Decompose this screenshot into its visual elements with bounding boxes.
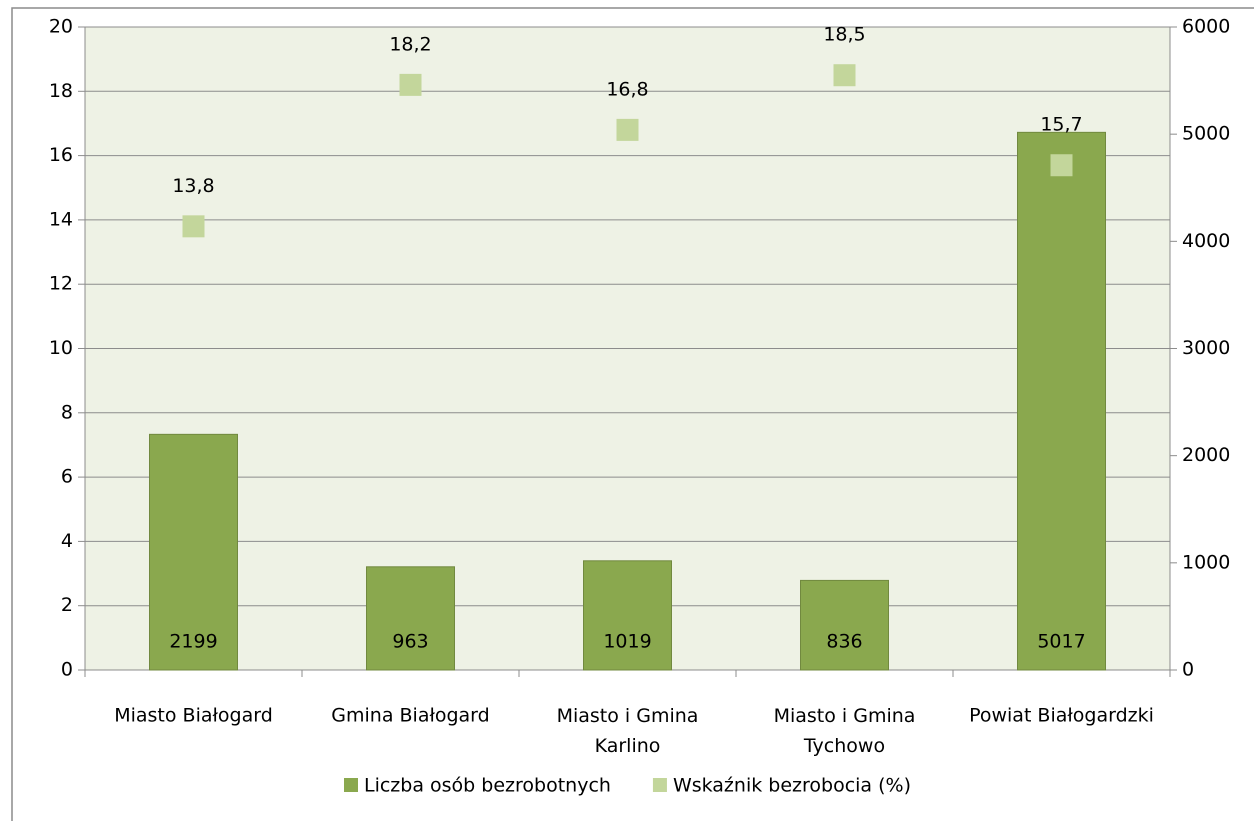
legend-swatch (652, 778, 667, 792)
x-tick-label: Miasto Białogard (114, 705, 273, 727)
marker-label: 15,7 (1040, 114, 1082, 136)
bar-label: 836 (826, 631, 862, 653)
marker (833, 64, 856, 87)
bar (366, 566, 455, 671)
y-tick-label: 6 (61, 466, 73, 488)
y-tick-label: 2 (61, 594, 73, 616)
x-tick-label: Miasto i Gmina Karlino (557, 705, 699, 757)
bar-label: 2199 (169, 631, 217, 653)
marker (399, 73, 422, 96)
y-tick-label: 14 (49, 208, 73, 230)
bar (1017, 131, 1106, 671)
y2-tick-label: 0 (1182, 659, 1194, 681)
y2-tick-label: 1000 (1182, 551, 1230, 573)
marker-label: 18,2 (389, 33, 431, 55)
y-tick-label: 16 (49, 144, 73, 166)
marker-label: 16,8 (606, 78, 648, 100)
y-tick-label: 12 (49, 273, 73, 295)
x-tick-label: Miasto i Gmina Tychowo (774, 705, 916, 757)
bar (583, 560, 672, 671)
legend: Liczba osób bezrobotnych Wskaźnik bezrobo… (344, 775, 911, 797)
x-tick-label: Powiat Białogardzki (969, 705, 1154, 727)
y-tick-label: 18 (49, 80, 73, 102)
marker (1050, 154, 1073, 177)
legend-label: Wskaźnik bezrobocia (%) (673, 775, 911, 797)
y-tick-label: 0 (61, 659, 73, 681)
bar (800, 579, 889, 671)
bar-label: 963 (392, 631, 428, 653)
bar (149, 433, 238, 671)
y-tick-label: 8 (61, 401, 73, 423)
marker (182, 215, 205, 238)
x-tick-label: Gmina Białogard (331, 705, 489, 727)
bar-label: 1019 (603, 631, 651, 653)
y2-tick-label: 6000 (1182, 16, 1230, 38)
bar-label: 5017 (1037, 631, 1085, 653)
legend-swatch (344, 778, 358, 792)
y2-tick-label: 5000 (1182, 123, 1230, 145)
marker (616, 118, 639, 141)
y-tick-label: 20 (49, 16, 73, 38)
legend-label: Liczba osób bezrobotnych (364, 775, 611, 797)
y2-tick-label: 3000 (1182, 337, 1230, 359)
y2-tick-label: 2000 (1182, 444, 1230, 466)
y-tick-label: 4 (61, 530, 73, 552)
y-tick-label: 10 (49, 337, 73, 359)
marker-label: 13,8 (172, 175, 214, 197)
y2-tick-label: 4000 (1182, 230, 1230, 252)
marker-label: 18,5 (823, 24, 865, 46)
